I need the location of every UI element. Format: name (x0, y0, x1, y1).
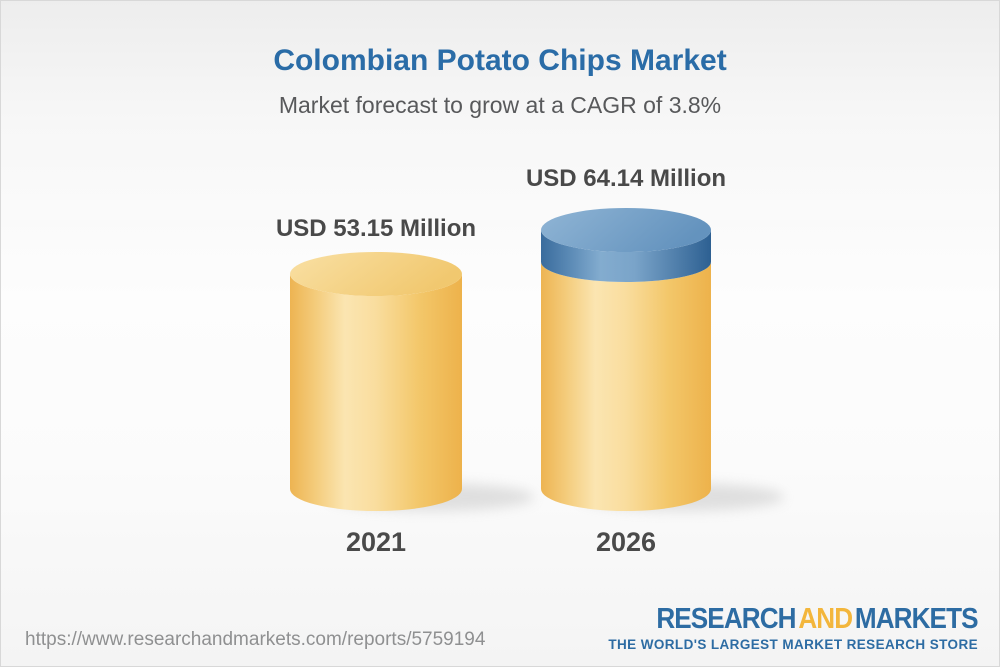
bar-2021-top (290, 252, 462, 296)
page-title: Colombian Potato Chips Market (273, 44, 727, 77)
value-label-2021: USD 53.15 Million (275, 215, 477, 242)
logo-word-and: AND (798, 603, 854, 635)
bar-2021 (290, 252, 462, 511)
bar-2026 (541, 208, 711, 511)
bar-2021-body (290, 274, 462, 511)
value-label-2026: USD 64.14 Million (525, 165, 727, 192)
bar-2026-base-body (541, 262, 711, 511)
category-label-2026: 2026 (595, 527, 657, 557)
logo-word-markets: MARKETS (855, 603, 979, 635)
logo-tagline: THE WORLD'S LARGEST MARKET RESEARCH STOR… (608, 637, 978, 653)
logo-word-research: RESEARCH (656, 603, 797, 635)
bar-2026-top (541, 208, 711, 252)
category-label-2021: 2021 (345, 527, 407, 557)
page-subtitle: Market forecast to grow at a CAGR of 3.8… (278, 92, 722, 118)
bar-2026-growth-band (541, 230, 711, 282)
research-and-markets-logo: RESEARCHANDMARKETS THE WORLD'S LARGEST M… (608, 603, 979, 653)
report-url: https://www.researchandmarkets.com/repor… (25, 629, 486, 650)
logo-wordmark: RESEARCHANDMARKETS (645, 603, 979, 635)
header: Colombian Potato Chips Market Market for… (0, 0, 1000, 119)
